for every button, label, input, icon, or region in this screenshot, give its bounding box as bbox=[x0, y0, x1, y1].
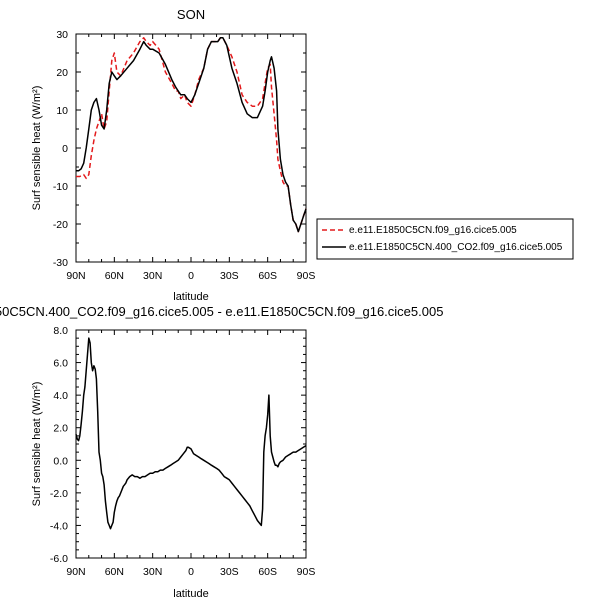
x-tick-label: 60S bbox=[258, 566, 277, 578]
y-tick-label: 6.0 bbox=[53, 358, 68, 370]
x-tick-label: 30S bbox=[220, 566, 239, 578]
x-tick-label: 0 bbox=[188, 270, 194, 282]
bottom-chart: e.e11.E1850C5CN.400_CO2.f09_g16.cice5.00… bbox=[0, 304, 443, 600]
y-tick-label: -2.0 bbox=[50, 488, 68, 500]
legend: e.e11.E1850C5CN.f09_g16.cice5.005 e.e11.… bbox=[316, 218, 574, 260]
y-tick-label: -30 bbox=[53, 257, 68, 269]
legend-box bbox=[316, 218, 574, 260]
x-tick-label: 90S bbox=[297, 566, 316, 578]
x-tick-label: 90N bbox=[66, 566, 85, 578]
top-y-axis-label: Surf sensible heat (W/m²) bbox=[31, 86, 43, 211]
y-tick-label: 8.0 bbox=[53, 325, 68, 337]
top-x-axis-label: latitude bbox=[173, 291, 208, 303]
series-line-control bbox=[76, 37, 307, 233]
legend-entry-co2: e.e11.E1850C5CN.400_CO2.f09_g16.cice5.00… bbox=[349, 242, 563, 253]
series-line-difference bbox=[75, 337, 307, 530]
y-tick-label: -6.0 bbox=[50, 553, 68, 565]
x-tick-label: 60N bbox=[105, 270, 124, 282]
legend-entry-control: e.e11.E1850C5CN.f09_g16.cice5.005 bbox=[349, 225, 517, 236]
x-tick-label: 90N bbox=[66, 270, 85, 282]
top-chart-title: SON bbox=[177, 7, 205, 22]
y-tick-label: 2.0 bbox=[53, 423, 68, 435]
y-tick-label: -4.0 bbox=[50, 520, 68, 532]
x-tick-label: 30N bbox=[143, 566, 162, 578]
y-tick-label: 30 bbox=[56, 29, 68, 41]
x-tick-label: 0 bbox=[188, 566, 194, 578]
top-chart: SON 90N 60N 30N 0 30S 60S 90S-30-20-100102030 … bbox=[31, 7, 315, 303]
y-tick-label: -20 bbox=[53, 219, 68, 231]
x-tick-label: 60N bbox=[105, 566, 124, 578]
x-tick-label: 30N bbox=[143, 270, 162, 282]
y-tick-label: 10 bbox=[56, 105, 68, 117]
y-tick-label: 0 bbox=[62, 143, 68, 155]
y-tick-label: 0.0 bbox=[53, 455, 68, 467]
bottom-x-axis-label: latitude bbox=[173, 588, 208, 600]
x-tick-label: 60S bbox=[258, 270, 277, 282]
bottom-y-axis-label: Surf sensible heat (W/m²) bbox=[31, 382, 43, 507]
series-line-co2 bbox=[76, 37, 307, 233]
x-tick-label: 90S bbox=[297, 270, 316, 282]
x-tick-label: 30S bbox=[220, 270, 239, 282]
bottom-chart-title: e.e11.E1850C5CN.400_CO2.f09_g16.cice5.00… bbox=[0, 304, 443, 319]
y-tick-label: -10 bbox=[53, 181, 68, 193]
y-tick-label: 20 bbox=[56, 67, 68, 79]
y-tick-label: 4.0 bbox=[53, 390, 68, 402]
